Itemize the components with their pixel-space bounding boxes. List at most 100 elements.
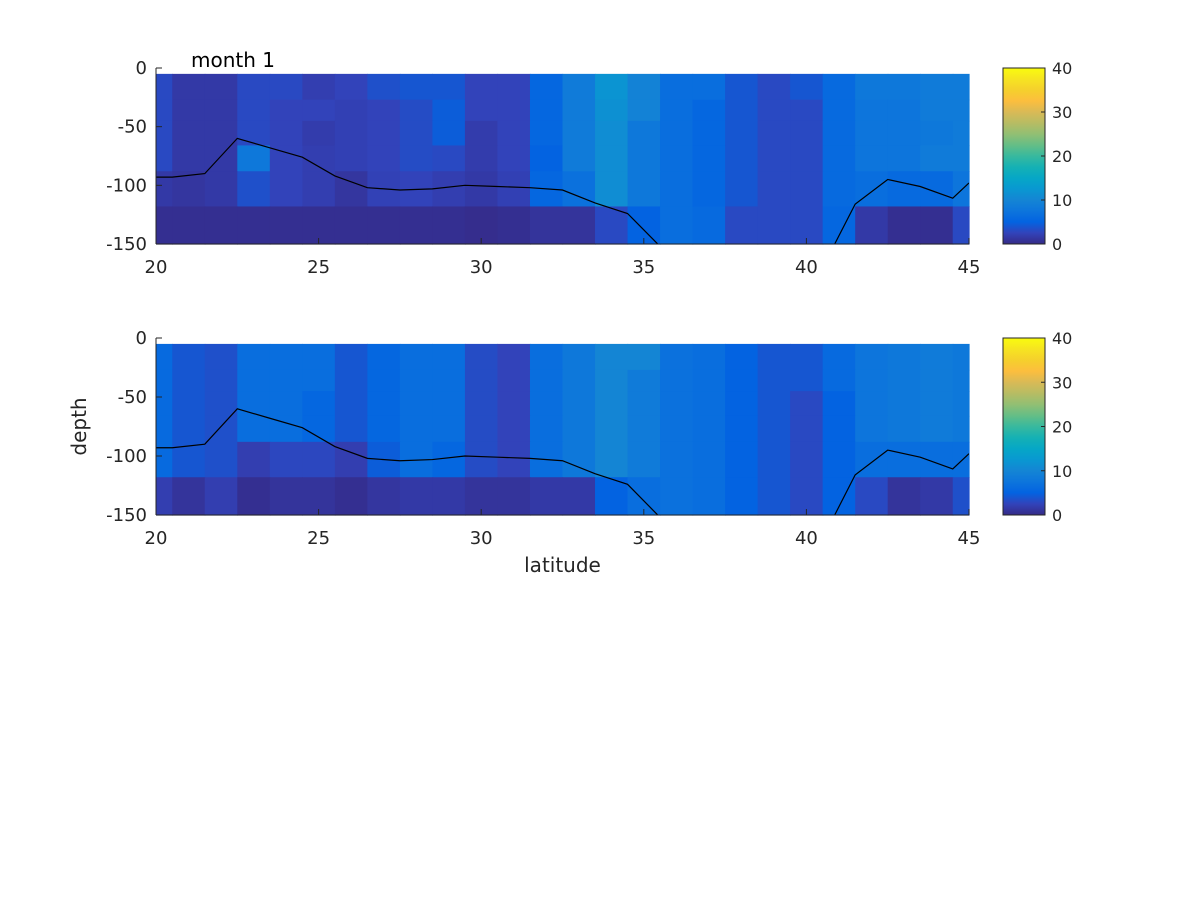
- heatmap-cell: [399, 120, 434, 147]
- heatmap-panel-top: 20 25 30 35 40 45 0 -50 -100 -150 month 1 0 10 20 30 40: [106, 48, 1072, 278]
- heatmap-cell: [952, 145, 970, 172]
- heatmap-cell: [595, 206, 629, 245]
- heatmap-cell: [367, 206, 401, 245]
- heatmap-cell: [952, 391, 970, 417]
- x-tick-label: 35: [632, 257, 655, 278]
- heatmap-cell: [302, 120, 336, 147]
- heatmap-cell: [757, 206, 791, 245]
- heatmap-cell: [237, 415, 271, 443]
- heatmap-cell: [269, 477, 303, 516]
- heatmap-cell: [725, 415, 759, 443]
- heatmap-cell: [660, 206, 694, 245]
- heatmap-cell: [952, 415, 970, 443]
- heatmap-cell: [497, 369, 531, 392]
- heatmap-cell: [562, 415, 596, 443]
- colorbar-tick-label: 0: [1052, 235, 1062, 254]
- heatmap-cell: [855, 99, 889, 122]
- heatmap-cell: [156, 120, 173, 147]
- heatmap-cell: [855, 391, 889, 417]
- heatmap-cell: [822, 369, 856, 392]
- heatmap-cell: [855, 145, 889, 172]
- heatmap-cell: [464, 415, 499, 443]
- heatmap-cell: [302, 369, 336, 392]
- heatmap-cell: [399, 99, 434, 122]
- heatmap-cell: [399, 369, 434, 392]
- heatmap-cell: [790, 145, 824, 172]
- heatmap-cell: [725, 99, 759, 122]
- heatmap-cell: [887, 206, 921, 245]
- heatmap-cell: [204, 477, 238, 516]
- heatmap-cell: [156, 391, 173, 417]
- heatmap-cell: [464, 120, 499, 147]
- heatmap-cell: [302, 441, 336, 478]
- heatmap-cell: [790, 343, 824, 371]
- heatmap-cell: [692, 73, 726, 101]
- heatmap-cell: [464, 391, 499, 417]
- heatmap-cell: [432, 477, 466, 516]
- heatmap-cell: [952, 206, 970, 245]
- heatmap-cell: [790, 120, 824, 147]
- heatmap-cell: [725, 120, 759, 147]
- heatmap-cell: [399, 415, 434, 443]
- heatmap-cell: [497, 477, 531, 516]
- heatmap-cell: [302, 73, 336, 101]
- heatmap-cell: [237, 99, 271, 122]
- heatmap-cell: [302, 415, 336, 443]
- heatmap-cell: [920, 145, 954, 172]
- heatmap-cell: [692, 415, 726, 443]
- heatmap-cell: [692, 343, 726, 371]
- heatmap-cell: [920, 369, 954, 392]
- heatmap-cell: [627, 415, 661, 443]
- heatmap-cell: [855, 206, 889, 245]
- heatmap-cell: [334, 99, 368, 122]
- heatmap-cell: [399, 73, 434, 101]
- heatmap-cell: [156, 369, 173, 392]
- heatmap-cell: [432, 391, 466, 417]
- heatmap-cell: [692, 171, 726, 208]
- heatmap-cell: [172, 73, 206, 101]
- heatmap-cell: [822, 441, 856, 478]
- heatmap-cell: [497, 145, 531, 172]
- heatmap-cell: [529, 369, 564, 392]
- plot-title: month 1: [191, 48, 275, 72]
- heatmap-cell: [334, 73, 368, 101]
- heatmap-cell: [627, 73, 661, 101]
- heatmap-cell: [790, 171, 824, 208]
- colorbar: 0 10 20 30 40: [1002, 329, 1072, 525]
- heatmap-cell: [692, 99, 726, 122]
- heatmap-cell: [399, 391, 434, 417]
- heatmap-cell: [529, 145, 564, 172]
- heatmap-cell: [952, 120, 970, 147]
- heatmap-cell: [204, 171, 238, 208]
- heatmap-cell: [887, 343, 921, 371]
- heatmap-cell: [464, 171, 499, 208]
- heatmap-cell: [920, 206, 954, 245]
- heatmap-cell: [725, 391, 759, 417]
- heatmap-cell: [595, 369, 629, 392]
- heatmap-cell: [757, 145, 791, 172]
- heatmap-cell: [627, 145, 661, 172]
- heatmap-cell: [269, 99, 303, 122]
- heatmap-cell: [497, 343, 531, 371]
- heatmap-cell: [269, 369, 303, 392]
- colorbar-tick-label: 10: [1052, 191, 1072, 210]
- heatmap-cell: [497, 415, 531, 443]
- heatmap-cell: [725, 206, 759, 245]
- heatmap-cell: [757, 369, 791, 392]
- heatmap-cell: [887, 415, 921, 443]
- x-tick-label: 20: [145, 257, 168, 278]
- heatmap-cell: [464, 441, 499, 478]
- heatmap-cell: [790, 441, 824, 478]
- heatmap-cell: [432, 120, 466, 147]
- x-tick-label: 25: [307, 528, 330, 549]
- heatmap-cell: [367, 369, 401, 392]
- heatmap-cell: [237, 171, 271, 208]
- heatmap-cell: [627, 343, 661, 371]
- heatmap-cell: [367, 477, 401, 516]
- heatmap-cell: [822, 415, 856, 443]
- heatmap-cell: [156, 145, 173, 172]
- heatmap-cell: [432, 145, 466, 172]
- heatmap-cell: [302, 99, 336, 122]
- heatmap-cell: [920, 441, 954, 478]
- heatmap-cell: [660, 391, 694, 417]
